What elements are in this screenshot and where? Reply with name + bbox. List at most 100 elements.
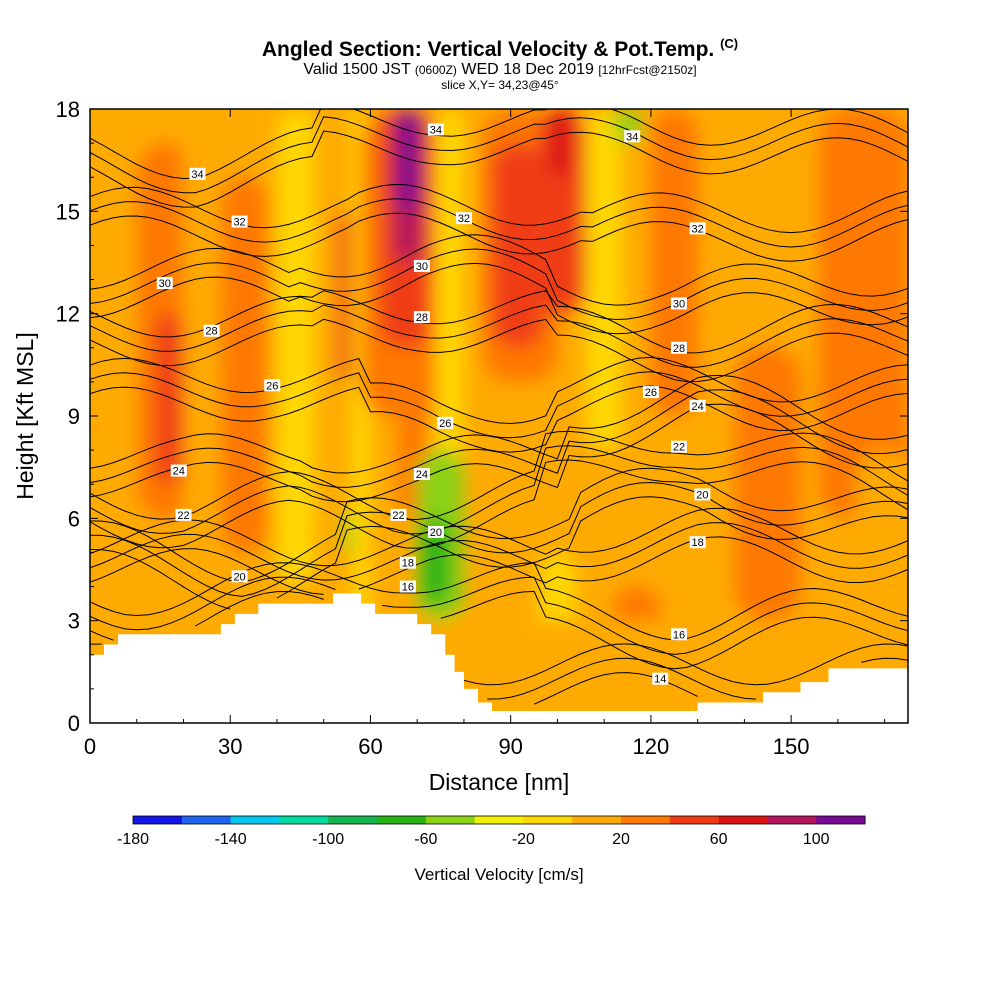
- contour-label: 34: [189, 167, 206, 181]
- contour-label-text: 30: [159, 278, 171, 290]
- colorbar-swatch: [328, 816, 378, 824]
- contour-label-bg: [670, 440, 687, 453]
- contour-label-text: 32: [233, 217, 245, 229]
- colorbar-tick-label: -60: [414, 831, 437, 848]
- isentrope-line: [90, 198, 908, 248]
- x-tick-label: 30: [218, 734, 242, 759]
- colorbar-swatch: [230, 816, 280, 824]
- x-tick-label: 60: [358, 734, 382, 759]
- contour-label-bg: [175, 508, 192, 521]
- colorbar-swatch: [718, 816, 768, 824]
- isentrope-line: [90, 248, 908, 321]
- contour-label: 32: [689, 222, 706, 235]
- x-tick-label: 0: [84, 734, 96, 759]
- isentrope-line: [90, 262, 908, 335]
- isentrope-line: [90, 496, 908, 610]
- colorbar: -180 -140 -100 -60 -20 20 60 100: [117, 815, 866, 848]
- valid-date: WED 18 Dec 2019: [461, 61, 594, 78]
- isentrope-line: [90, 522, 908, 581]
- contour-label: 24: [170, 464, 187, 478]
- x-tick-label: 150: [773, 734, 810, 759]
- chart-subtitle: Valid 1500 JST (0600Z) WED 18 Dec 2019 […: [0, 61, 1000, 79]
- contour-label-bg: [264, 379, 281, 392]
- y-tick-label: 0: [68, 711, 80, 736]
- isentrope-line: [533, 672, 698, 705]
- colorbar-tick-label: -180: [117, 831, 149, 848]
- contour-label-bg: [437, 416, 454, 429]
- terrain: [90, 593, 908, 723]
- contour-label-bg: [642, 386, 659, 399]
- contour-label-text: 26: [266, 380, 278, 392]
- isentrope-line: [90, 385, 908, 453]
- isentrope-line: [90, 130, 908, 208]
- isentrope-line: [90, 371, 908, 439]
- y-axis-title: Height [Kft MSL]: [12, 332, 38, 499]
- field-cell: [819, 109, 908, 519]
- field-cell: [342, 511, 352, 553]
- colorbar-swatch: [474, 816, 524, 824]
- contour-label: 28: [413, 311, 430, 324]
- contour-label: 14: [652, 672, 669, 686]
- axes: 0 30 60 90 120 150 0 3 6 9 12 15 18: [56, 97, 908, 759]
- isentrope-line: [90, 183, 908, 234]
- contour-label-bg: [203, 324, 220, 337]
- isentrope-line: [90, 430, 908, 521]
- isentrope-line: [90, 562, 908, 641]
- contour-label-text: 30: [416, 261, 428, 273]
- contour-label: 26: [437, 416, 454, 430]
- contour-label-bg: [427, 123, 444, 136]
- isentrope-line: [90, 481, 908, 597]
- contour-labels: 34 34 34 32 32 32 30 30 30 28 28 28 26 26 26 24 24 24 22 22…: [156, 123, 711, 686]
- contour-label-text: 26: [439, 418, 451, 430]
- isentrope-line: [90, 116, 908, 194]
- colorbar-swatch: [377, 816, 427, 824]
- isentrope-line: [90, 290, 908, 354]
- field-cell: [548, 109, 572, 178]
- contour-label-text: 34: [430, 124, 442, 136]
- contour-label-text: 34: [626, 131, 638, 143]
- contour-label: 16: [670, 628, 687, 641]
- contour-label-bg: [689, 222, 706, 235]
- contour-label-bg: [189, 167, 206, 180]
- contour-label: 20: [231, 570, 248, 583]
- contour-label-text: 28: [205, 326, 217, 338]
- colorbar-swatch: [279, 816, 329, 824]
- contour-label: 26: [264, 379, 281, 392]
- isentrope-line: [90, 445, 908, 535]
- contour-label-bg: [413, 311, 430, 324]
- contour-label-text: 28: [416, 312, 428, 324]
- contour-label-text: 20: [430, 527, 442, 539]
- colorbar-swatch: [181, 816, 232, 824]
- isentrope-line: [90, 304, 908, 368]
- contour-label-text: 24: [692, 401, 704, 413]
- contour-label-bg: [652, 672, 669, 685]
- isentrope-lines: [90, 109, 908, 705]
- contour-label-bg: [694, 488, 711, 501]
- contour-label-bg: [689, 536, 706, 549]
- y-tick-label: 12: [56, 302, 80, 327]
- contour-label: 32: [231, 215, 248, 229]
- colorbar-tick-label: -20: [512, 831, 535, 848]
- contour-label-bg: [231, 215, 248, 228]
- isentrope-line: [90, 507, 908, 567]
- isentrope-line: [90, 590, 908, 670]
- y-tick-label: 6: [68, 506, 80, 531]
- contour-label-text: 34: [191, 169, 203, 181]
- x-tick-label: 90: [498, 734, 522, 759]
- field-cell: [856, 450, 908, 638]
- contour-label-bg: [413, 259, 430, 272]
- field-cell: [314, 109, 352, 519]
- contour-label: 28: [670, 341, 687, 355]
- field-cell: [421, 518, 450, 604]
- contour-label: 32: [455, 212, 472, 225]
- colorbar-swatch: [133, 816, 183, 824]
- contour-label-bg: [170, 464, 187, 477]
- contour-label-text: 14: [654, 674, 666, 686]
- colorbar-swatch: [767, 816, 817, 824]
- colorbar-tick-label: -100: [312, 831, 344, 848]
- y-tick-label: 18: [56, 97, 80, 122]
- valid-prefix: Valid 1500 JST: [303, 61, 411, 78]
- field-cell: [155, 313, 184, 485]
- slice-info: slice X,Y= 34,23@45°: [441, 78, 559, 92]
- contour-label-text: 26: [645, 387, 657, 399]
